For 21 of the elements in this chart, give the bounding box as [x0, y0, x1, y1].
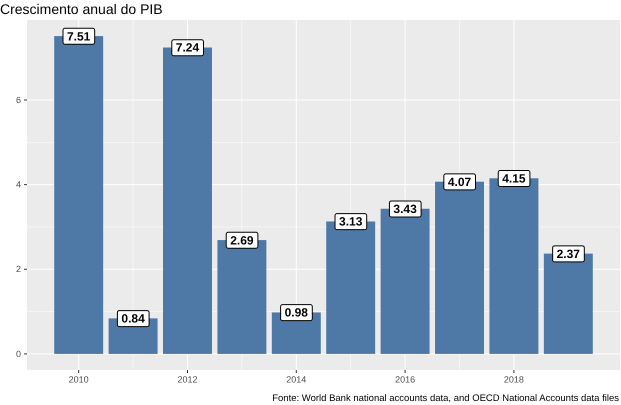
data-label: 2.37 [556, 246, 580, 261]
y-tick-label: 2 [16, 264, 21, 274]
y-tick-label: 4 [16, 180, 21, 190]
x-tick-label: 2018 [504, 374, 524, 384]
chart-title: Crescimento anual do PIB [0, 1, 163, 17]
data-label: 3.13 [339, 214, 363, 229]
data-label: 2.69 [230, 233, 254, 248]
x-tick-label: 2012 [177, 374, 198, 384]
data-label: 0.84 [121, 312, 146, 326]
data-label: 4.07 [448, 174, 472, 189]
data-label: 7.51 [67, 29, 91, 44]
y-tick-label: 6 [16, 94, 21, 105]
data-label: 3.43 [393, 202, 418, 216]
source-note: Fonte: World Bank national accounts data, and OECD National Accounts data files [272, 393, 620, 404]
data-label: 0.98 [284, 306, 308, 320]
x-tick-label: 2010 [68, 374, 89, 384]
data-label: 7.24 [176, 40, 200, 55]
x-tick-label: 2014 [286, 374, 306, 384]
x-tick-label: 2016 [395, 374, 416, 384]
data-label: 4.15 [502, 171, 526, 186]
y-tick-label: 0 [16, 348, 21, 359]
